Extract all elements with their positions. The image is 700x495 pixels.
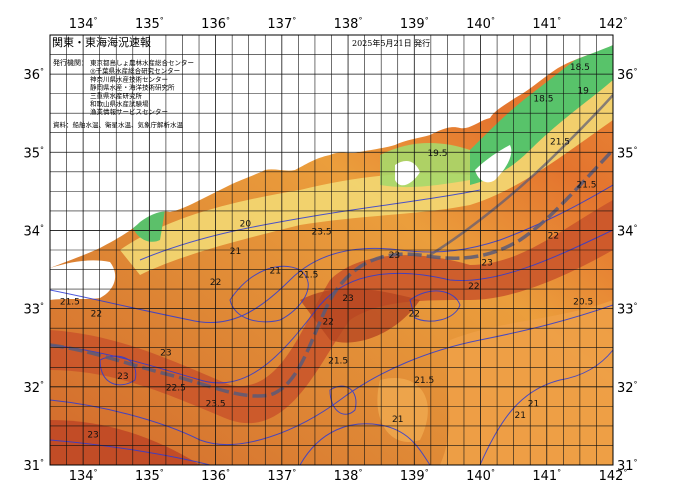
contour-label: 22 <box>548 231 559 241</box>
longitude-label: 142° <box>599 468 628 484</box>
contour-label: 21.5 <box>60 298 80 308</box>
contour-label: 20.5 <box>573 298 593 308</box>
contour-label: 23 <box>342 294 353 304</box>
land-shikoku-edge <box>50 260 116 300</box>
agency-item: 神奈川県水産技術センター <box>90 74 168 83</box>
agency-list: 東京都島しょ農林水産総合センター◎千葉県水産総合研究センター神奈川県水産技術セン… <box>90 58 194 116</box>
kuroshio-branch-line <box>429 94 613 257</box>
warm-patch-southwest <box>50 420 200 465</box>
contour-label: 23 <box>87 431 98 441</box>
contour-label: 22 <box>210 278 221 288</box>
map-title: 関東・東海海況速報 <box>52 35 151 49</box>
latitude-label: 33° <box>617 302 638 318</box>
longitude-label: 137° <box>267 468 296 484</box>
longitude-label: 139° <box>400 16 429 32</box>
contour-label: 23 <box>160 349 171 359</box>
longitude-label: 139° <box>400 468 429 484</box>
latitude-label: 36° <box>23 67 44 83</box>
cool-patch-southeast <box>440 300 613 465</box>
kuroshio-axis-line <box>50 148 613 398</box>
latitude-label: 36° <box>617 67 638 83</box>
agency-item: ◎千葉県水産総合研究センター <box>90 66 180 75</box>
longitude-label: 135° <box>135 468 164 484</box>
source-note: 資料：船舶水温、衛星水温、気象庁解析水温 <box>53 120 184 129</box>
contour-label: 21.5 <box>576 180 596 190</box>
map-frame <box>49 34 614 466</box>
longitude-label: 134° <box>69 16 98 32</box>
latitude-label: 31° <box>23 458 44 474</box>
contour-label: 22.5 <box>166 384 186 394</box>
contour-label: 19.5 <box>427 149 447 159</box>
agency-item: 漁業情報サービスセンター <box>90 107 168 116</box>
contour-label: 22 <box>409 309 420 319</box>
cool-bay-water <box>380 143 470 188</box>
contour-label: 21 <box>269 266 280 276</box>
latitude-label: 35° <box>617 145 638 161</box>
contour-label: 23 <box>117 372 128 382</box>
agency-item: 静岡県水産・海洋技術研究所 <box>90 83 175 92</box>
longitude-label: 135° <box>135 16 164 32</box>
longitude-label: 138° <box>334 16 363 32</box>
contour-label: 19 <box>577 87 589 97</box>
warm-patch-central <box>300 288 420 343</box>
latitude-label: 32° <box>23 380 44 396</box>
issue-date: 2025年5月21日 発行 <box>352 38 430 48</box>
contour-label: 21 <box>515 411 526 421</box>
contour-label: 20 <box>240 220 252 230</box>
latitude-label: 34° <box>23 223 44 239</box>
contour-label: 21.5 <box>298 270 318 280</box>
contour-label: 22 <box>322 317 333 327</box>
contour-label: 23.5 <box>206 399 226 409</box>
legend-box <box>50 35 265 133</box>
longitude-label: 134° <box>69 468 98 484</box>
longitude-label: 140° <box>466 16 495 32</box>
latitude-label: 33° <box>23 302 44 318</box>
longitude-label: 140° <box>466 468 495 484</box>
contour-label: 22 <box>91 309 102 319</box>
longitude-labels-top: 134° 135° 136° 137° 138° 139° 140° 141° 142° <box>69 16 628 32</box>
longitude-label: 137° <box>267 16 296 32</box>
contour-label: 18.5 <box>533 94 553 104</box>
contour-label: 21 <box>392 415 403 425</box>
coastal-mid-temperature-band <box>120 80 613 275</box>
longitude-label: 138° <box>334 468 363 484</box>
agency-item: 和歌山県水産試験場 <box>90 99 149 108</box>
latitude-label: 32° <box>617 380 638 396</box>
longitude-label: 136° <box>201 468 230 484</box>
contour-label: 23 <box>389 251 400 261</box>
latitude-labels-right: 36° 35° 34° 33° 32° 31° <box>617 67 638 474</box>
longitude-label: 141° <box>532 468 561 484</box>
agency-item: 三重県水産研究所 <box>90 91 143 100</box>
land-izu-peninsula <box>395 160 420 186</box>
contour-label: 21.5 <box>550 137 570 147</box>
contour-label: 22 <box>468 282 479 292</box>
isotherm-contours <box>50 184 613 465</box>
contour-label: 23 <box>481 259 492 269</box>
contour-value-labels: 18.5 19 18.5 21.5 21.5 22 20.5 23 23.5 21.5 22 21.5… <box>60 63 597 440</box>
contour-label: 21 <box>230 247 241 257</box>
longitude-label: 142° <box>599 16 628 32</box>
contour-label: 21.5 <box>328 356 348 366</box>
longitude-label: 141° <box>532 16 561 32</box>
agency-item: 東京都島しょ農林水産総合センター <box>90 58 194 67</box>
contour-label: 18.5 <box>570 63 590 73</box>
longitude-labels-bottom: 134° 135° 136° 137° 138° 139° 140° 141° 142° <box>69 468 628 484</box>
longitude-label: 136° <box>201 16 230 32</box>
contour-label: 23.5 <box>312 227 332 237</box>
land-boso-peninsula <box>475 145 512 183</box>
agencies-label: 発行機関： <box>53 58 88 67</box>
contour-label: 21 <box>528 399 539 409</box>
latitude-label: 34° <box>617 223 638 239</box>
latitude-label: 35° <box>23 145 44 161</box>
contour-label: 21.5 <box>414 376 434 386</box>
latitude-labels-left: 36° 35° 34° 33° 32° 31° <box>23 67 44 474</box>
latitude-label: 31° <box>617 458 638 474</box>
